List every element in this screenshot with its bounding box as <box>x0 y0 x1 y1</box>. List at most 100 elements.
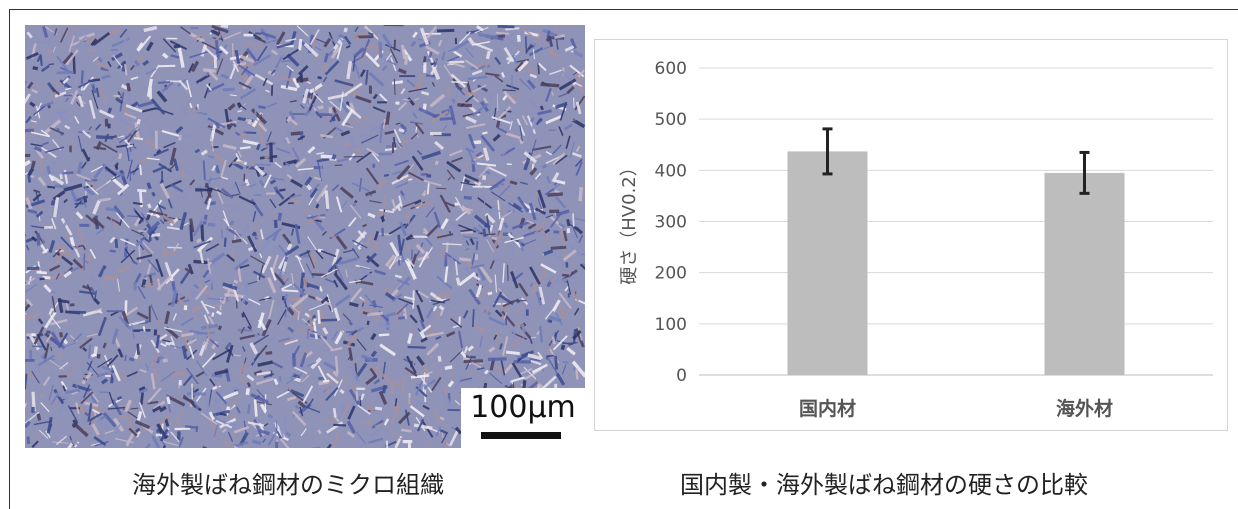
micrograph-grain <box>325 387 339 402</box>
micrograph-grain <box>195 284 209 301</box>
micrograph-grain <box>485 170 491 175</box>
micrograph-grain <box>138 243 142 263</box>
micrograph-grain <box>333 379 343 397</box>
micrograph-grain <box>418 251 429 268</box>
micrograph-grain <box>355 390 359 401</box>
micrograph-grain <box>432 305 438 312</box>
micrograph-grain <box>224 108 231 128</box>
micrograph-grain <box>191 60 200 73</box>
bar <box>1044 172 1125 375</box>
micrograph-grain <box>494 75 504 83</box>
micrograph-grain <box>514 61 525 73</box>
micrograph-grain <box>490 209 504 213</box>
micrograph-grain <box>281 283 293 290</box>
micrograph-grain <box>130 265 136 271</box>
micrograph-grain <box>319 335 333 350</box>
micrograph-grain <box>36 413 42 421</box>
micrograph-grain <box>256 371 271 376</box>
micrograph-grain <box>541 38 547 47</box>
micrograph-grain <box>247 280 258 285</box>
micrograph-grain <box>147 76 153 80</box>
micrograph-grain <box>525 65 535 74</box>
micrograph-grain <box>360 393 365 401</box>
micrograph-grain <box>127 129 138 143</box>
micrograph-grain <box>366 147 380 157</box>
micrograph-grain <box>265 427 272 432</box>
micrograph-grain <box>122 170 126 185</box>
micrograph-grain <box>398 195 403 207</box>
micrograph-grain <box>288 110 296 120</box>
micrograph-grain <box>180 26 193 36</box>
micrograph-grain <box>527 353 542 361</box>
micrograph-grain <box>298 38 303 51</box>
micrograph-grain <box>50 331 62 347</box>
micrograph-grain <box>276 42 293 49</box>
micrograph-grain <box>429 93 446 108</box>
micrograph-grain <box>242 238 248 245</box>
micrograph-grain <box>31 332 36 337</box>
micrograph-grain <box>354 63 361 79</box>
micrograph-grain <box>174 293 179 304</box>
micrograph-grain <box>524 189 535 200</box>
micrograph-grain <box>561 309 570 321</box>
micrograph-grain <box>129 64 135 71</box>
micrograph-grain <box>25 115 32 124</box>
micrograph-grain <box>87 403 93 422</box>
micrograph-grain <box>297 135 306 141</box>
micrograph-grain <box>242 311 252 328</box>
micrograph-grain <box>45 334 52 343</box>
micrograph-grain <box>308 311 314 331</box>
micrograph-grain <box>225 203 243 212</box>
micrograph-grain <box>46 165 52 175</box>
micrograph-grain <box>25 195 32 197</box>
micrograph-grain <box>179 271 191 285</box>
micrograph-grain <box>210 252 226 265</box>
micrograph-grain <box>535 225 549 237</box>
micrograph-grain <box>477 267 487 282</box>
micrograph-grain <box>394 274 403 279</box>
micrograph-grain <box>184 425 198 429</box>
micrograph-grain <box>170 371 187 377</box>
micrograph-grain <box>76 161 83 174</box>
micrograph-grain <box>294 366 308 375</box>
micrograph-grain <box>421 324 432 333</box>
micrograph-grain <box>225 341 232 349</box>
micrograph-grain <box>302 385 314 403</box>
micrograph-grain <box>158 405 167 413</box>
micrograph-grain <box>304 69 317 75</box>
micrograph-grain <box>501 210 514 219</box>
micrograph-grain <box>558 126 564 136</box>
micrograph-grain <box>385 111 391 125</box>
micrograph-grain <box>336 377 344 386</box>
micrograph-grain <box>96 307 103 312</box>
micrograph-grain <box>65 388 81 395</box>
micrograph-grain <box>114 423 121 434</box>
micrograph-grain <box>448 149 463 157</box>
micrograph-grain <box>197 81 206 92</box>
micrograph-grain <box>571 291 581 302</box>
micrograph-grain <box>39 394 45 398</box>
micrograph-grain <box>305 406 321 413</box>
micrograph-grain <box>267 414 274 419</box>
micrograph-grain <box>106 354 119 368</box>
micrograph-grain <box>293 382 300 386</box>
micrograph-grain <box>99 415 107 421</box>
micrograph-grain <box>310 214 325 232</box>
micrograph-grain <box>537 27 552 32</box>
micrograph-grain <box>181 332 194 337</box>
micrograph-grain <box>95 228 105 235</box>
y-tick-label: 0 <box>676 366 687 386</box>
micrograph-grain <box>315 184 329 203</box>
micrograph-grain <box>359 298 368 305</box>
micrograph-grain <box>82 258 89 264</box>
micrograph-grain <box>523 228 543 237</box>
micrograph-grain <box>383 192 387 209</box>
micrograph-grain <box>75 245 86 255</box>
micrograph-grain <box>240 224 250 238</box>
micrograph-grain <box>255 233 265 239</box>
micrograph-grain <box>46 416 53 434</box>
micrograph-grain <box>139 392 144 405</box>
micrograph-grain <box>338 36 346 45</box>
micrograph-grain <box>569 141 575 158</box>
y-axis-label: 硬さ（HV0.2） <box>619 158 640 284</box>
